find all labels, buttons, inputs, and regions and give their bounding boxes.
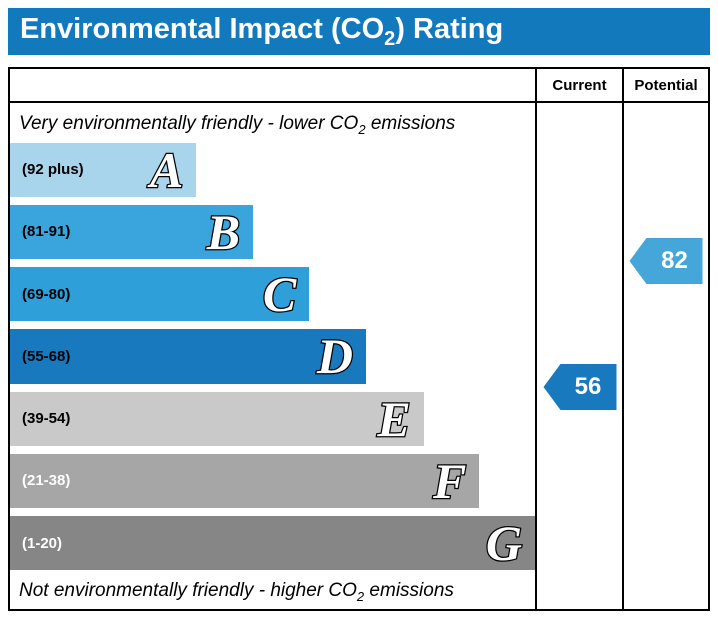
band-letter-b: B [205,203,241,260]
current-value: 56 [560,364,616,410]
band-range-g: (1-20) [22,534,63,552]
page-title-subscript: 2 [384,27,396,50]
potential-value: 82 [646,238,703,284]
current-column-header: Current [537,69,622,103]
band-bar-d: (55-68) D [10,328,366,385]
band-letter-c: C [262,266,298,323]
band-letter-e: E [376,390,412,447]
page-title-pre: Environmental Impact (CO [20,12,385,45]
current-column: Current 56 [537,69,624,609]
band-range-a: (92 plus) [22,161,84,179]
band-row-a: (92 plus) A [10,141,535,198]
bands-column-header-empty [10,69,535,103]
band-bar-g: (1-20) G [10,515,535,572]
band-bar-a: (92 plus) A [10,141,197,198]
top-note-pre: Very environmentally friendly - lower CO [19,112,359,134]
band-range-f: (21-38) [22,472,71,490]
band-letter-f: F [432,452,468,509]
page-title-post: ) Rating [395,12,504,45]
band-row-f: (21-38) F [10,452,535,509]
potential-marker-arrow-icon [629,238,647,284]
band-row-e: (39-54) E [10,390,535,447]
bottom-note-post: emissions [364,580,454,602]
band-row-c: (69-80) C [10,266,535,323]
bottom-note-pre: Not environmentally friendly - higher CO [19,580,357,602]
bottom-note: Not environmentally friendly - higher CO… [10,578,535,609]
band-row-b: (81-91) B [10,203,535,260]
potential-column: Potential 82 [624,69,708,609]
top-note-post: emissions [365,112,456,134]
band-bar-b: (81-91) B [10,203,254,260]
current-marker: 56 [543,364,616,410]
co2-rating-chart: Very environmentally friendly - lower CO… [8,67,710,611]
band-row-d: (55-68) D [10,328,535,385]
current-marker-arrow-icon [543,364,560,410]
potential-column-header: Potential [624,69,708,103]
potential-marker: 82 [629,238,703,284]
band-letter-a: A [149,141,185,198]
band-range-d: (55-68) [22,347,71,365]
band-row-g: (1-20) G [10,515,535,572]
band-letter-d: D [316,328,355,385]
band-range-e: (39-54) [22,410,71,428]
bands-column: Very environmentally friendly - lower CO… [10,69,537,609]
band-letter-g: G [485,515,524,572]
band-range-b: (81-91) [22,223,71,241]
band-bar-f: (21-38) F [10,452,480,509]
top-note-subscript: 2 [358,121,366,137]
page-title: Environmental Impact (CO2) Rating [20,12,504,50]
title-bar: Environmental Impact (CO2) Rating [8,8,710,55]
top-note: Very environmentally friendly - lower CO… [10,103,535,143]
band-bar-e: (39-54) E [10,390,424,447]
band-range-c: (69-80) [22,285,71,303]
band-bar-c: (69-80) C [10,266,310,323]
bottom-note-subscript: 2 [356,589,365,604]
